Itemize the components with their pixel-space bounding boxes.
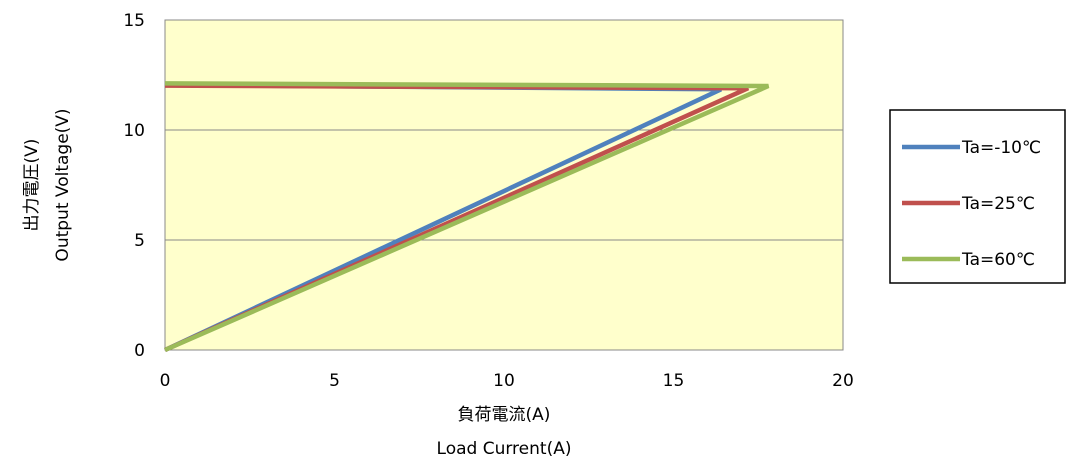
x-tick-label: 10	[493, 371, 515, 391]
x-axis-title-en: Load Current(A)	[437, 439, 572, 459]
x-tick-label: 20	[832, 371, 854, 391]
x-tick-label: 0	[160, 371, 171, 391]
y-tick-labels: 0 5 10 15	[123, 11, 145, 361]
y-axis-title-en: Output Voltage(V)	[53, 108, 73, 261]
x-tick-labels: 0 5 10 15 20	[160, 371, 854, 391]
y-tick-label: 5	[134, 231, 145, 251]
x-tick-label: 5	[329, 371, 340, 391]
y-tick-label: 0	[134, 341, 145, 361]
x-axis-title: 負荷電流(A)	[458, 405, 551, 425]
gridlines	[165, 129, 843, 241]
x-tick-label: 15	[663, 371, 685, 391]
y-tick-label: 10	[123, 121, 145, 141]
legend-label-1: Ta=-10℃	[961, 138, 1041, 158]
legend-box	[889, 109, 1066, 284]
y-tick-label: 15	[123, 11, 145, 31]
series-group	[164, 81, 770, 353]
y-axis-title: 出力電圧(V)	[22, 139, 42, 232]
series-line-3	[164, 81, 770, 353]
legend-label-2: Ta=25℃	[961, 194, 1035, 214]
legend: Ta=-10℃ Ta=25℃ Ta=60℃	[889, 109, 1066, 284]
legend-label-3: Ta=60℃	[961, 250, 1035, 270]
